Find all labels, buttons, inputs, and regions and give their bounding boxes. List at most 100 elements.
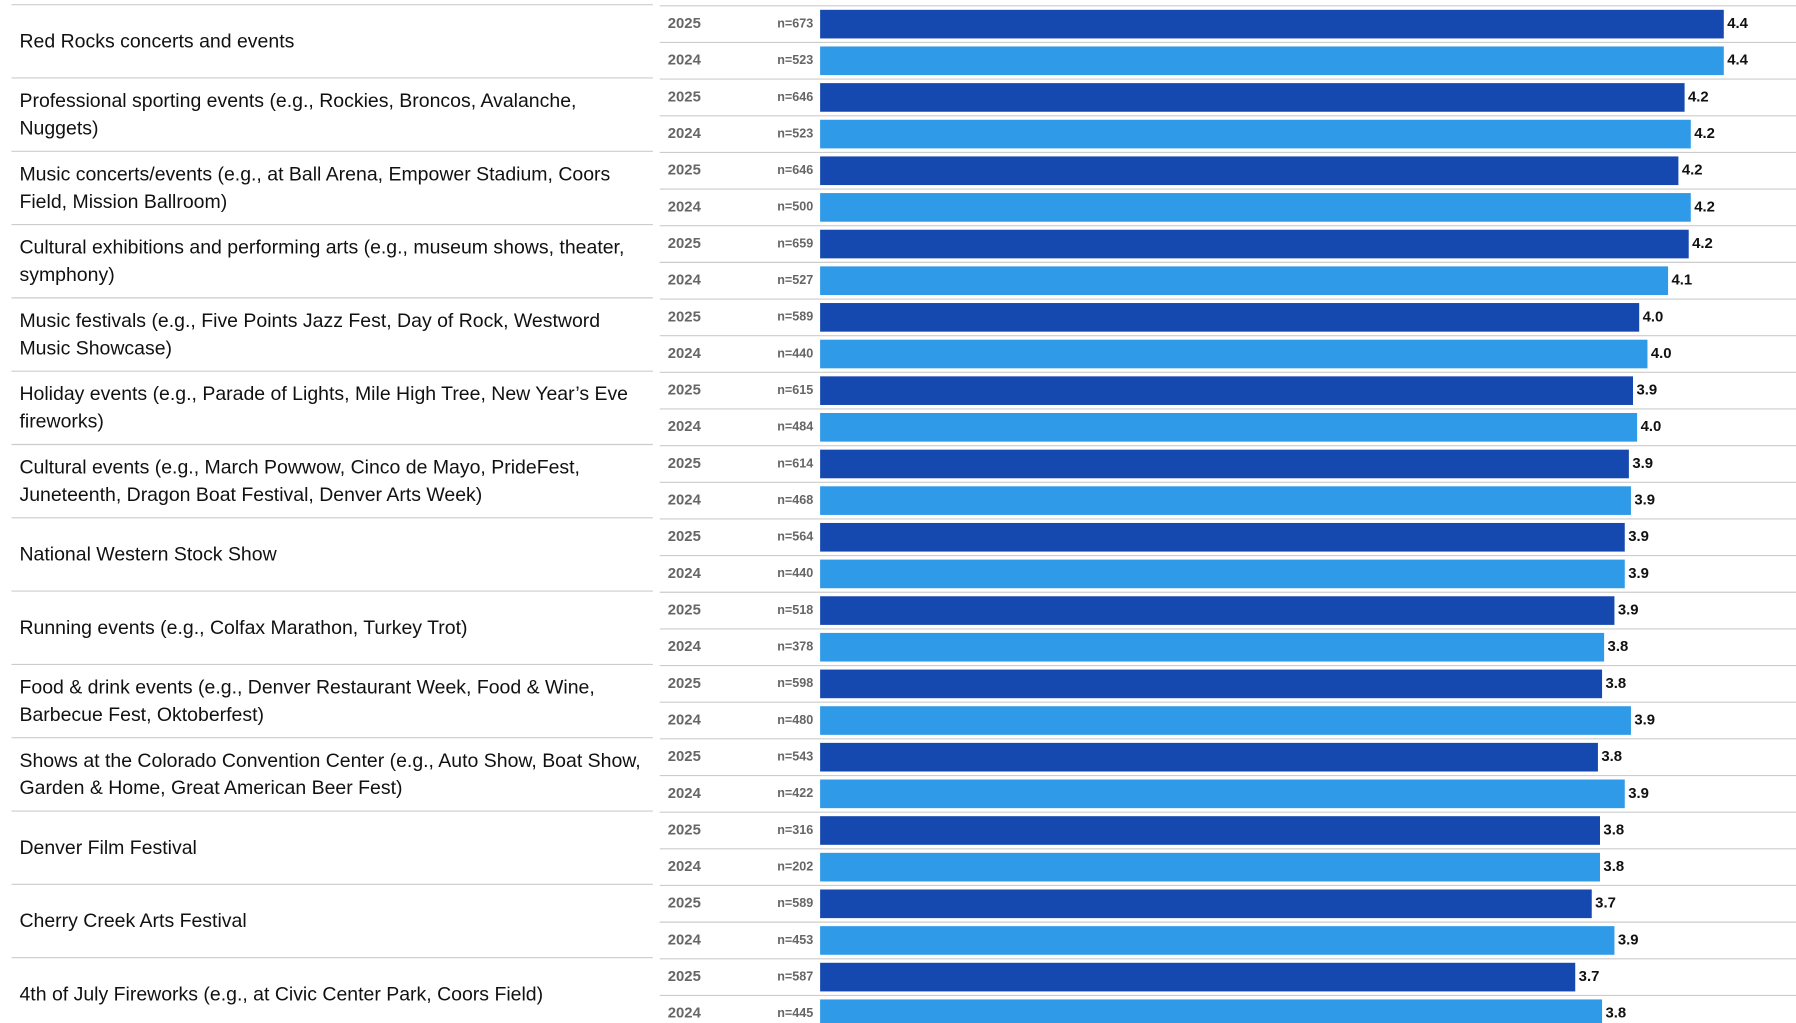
year-label: 2025 bbox=[668, 16, 701, 32]
n-label: n=589 bbox=[777, 310, 813, 324]
bar bbox=[820, 559, 1625, 589]
value-label: 3.9 bbox=[1628, 529, 1649, 545]
value-label: 4.4 bbox=[1727, 53, 1748, 69]
bar bbox=[820, 193, 1691, 222]
year-label: 2024 bbox=[668, 53, 702, 69]
bar bbox=[820, 522, 1625, 552]
category-label: Denver Film Festival bbox=[19, 837, 196, 859]
n-label: n=523 bbox=[777, 126, 813, 140]
bar bbox=[820, 889, 1592, 919]
year-label: 2024 bbox=[668, 859, 702, 875]
n-label: n=587 bbox=[777, 969, 813, 983]
bar bbox=[820, 449, 1629, 479]
bar bbox=[820, 339, 1648, 369]
value-label: 3.8 bbox=[1605, 1006, 1626, 1022]
n-label: n=500 bbox=[777, 200, 813, 214]
bar bbox=[820, 706, 1631, 735]
value-label: 3.7 bbox=[1579, 969, 1600, 985]
n-label: n=316 bbox=[777, 823, 813, 837]
value-label: 3.8 bbox=[1603, 822, 1624, 838]
n-label: n=646 bbox=[777, 90, 813, 104]
year-label: 2024 bbox=[668, 273, 702, 289]
value-label: 4.4 bbox=[1727, 16, 1748, 32]
value-label: 4.0 bbox=[1643, 309, 1664, 325]
value-label: 3.9 bbox=[1632, 456, 1653, 472]
value-label: 4.0 bbox=[1641, 419, 1662, 435]
n-label: n=453 bbox=[777, 933, 813, 947]
value-label: 3.8 bbox=[1601, 749, 1622, 765]
year-label: 2025 bbox=[668, 163, 701, 179]
n-label: n=673 bbox=[777, 16, 813, 30]
bar bbox=[820, 156, 1679, 186]
year-label: 2024 bbox=[668, 126, 702, 142]
category-label: Holiday events (e.g., Parade of Lights, … bbox=[19, 383, 628, 432]
bar bbox=[820, 596, 1615, 625]
bar bbox=[820, 9, 1724, 39]
category-label: Running events (e.g., Colfax Marathon, T… bbox=[19, 617, 467, 639]
year-label: 2024 bbox=[668, 932, 702, 948]
category-label: Music festivals (e.g., Five Points Jazz … bbox=[19, 310, 600, 359]
bar bbox=[820, 999, 1603, 1023]
n-label: n=614 bbox=[777, 456, 813, 470]
year-label: 2024 bbox=[668, 786, 702, 802]
n-label: n=598 bbox=[777, 676, 813, 690]
bar bbox=[820, 46, 1724, 76]
year-label: 2024 bbox=[668, 493, 702, 509]
year-label: 2025 bbox=[668, 309, 701, 325]
year-label: 2025 bbox=[668, 456, 701, 472]
n-label: n=378 bbox=[777, 640, 813, 654]
category-label: Cherry Creek Arts Festival bbox=[19, 910, 246, 932]
value-label: 3.8 bbox=[1605, 676, 1626, 692]
bar bbox=[820, 303, 1640, 332]
n-label: n=440 bbox=[777, 566, 813, 580]
value-label: 3.9 bbox=[1618, 932, 1639, 948]
category-label: Music concerts/events (e.g., at Ball Are… bbox=[19, 163, 610, 212]
year-label: 2025 bbox=[668, 603, 701, 619]
category-label: Professional sporting events (e.g., Rock… bbox=[19, 90, 576, 139]
value-label: 4.2 bbox=[1694, 126, 1715, 142]
bar bbox=[820, 962, 1576, 992]
year-label: 2025 bbox=[668, 383, 701, 399]
category-label: National Western Stock Show bbox=[19, 544, 277, 566]
value-label: 3.9 bbox=[1628, 786, 1649, 802]
year-label: 2025 bbox=[668, 89, 701, 105]
bar bbox=[820, 83, 1685, 112]
year-label: 2024 bbox=[668, 419, 702, 435]
n-label: n=445 bbox=[777, 1006, 813, 1020]
year-label: 2024 bbox=[668, 199, 702, 215]
year-label: 2025 bbox=[668, 896, 701, 912]
n-label: n=615 bbox=[777, 383, 813, 397]
value-label: 3.8 bbox=[1603, 859, 1624, 875]
value-label: 3.9 bbox=[1628, 566, 1649, 582]
value-label: 3.9 bbox=[1634, 712, 1655, 728]
n-label: n=468 bbox=[777, 493, 813, 507]
year-label: 2025 bbox=[668, 969, 701, 985]
value-label: 4.2 bbox=[1688, 89, 1709, 105]
n-label: n=202 bbox=[777, 859, 813, 873]
bar bbox=[820, 779, 1625, 809]
n-label: n=543 bbox=[777, 750, 813, 764]
bar bbox=[820, 669, 1603, 699]
n-label: n=518 bbox=[777, 603, 813, 617]
year-label: 2024 bbox=[668, 712, 702, 728]
bar bbox=[820, 816, 1600, 845]
bar bbox=[820, 412, 1638, 442]
bar bbox=[820, 632, 1605, 662]
year-label: 2024 bbox=[668, 566, 702, 582]
n-label: n=523 bbox=[777, 53, 813, 67]
year-label: 2024 bbox=[668, 639, 702, 655]
year-label: 2025 bbox=[668, 749, 701, 765]
n-label: n=422 bbox=[777, 786, 813, 800]
category-label: Red Rocks concerts and events bbox=[19, 31, 294, 53]
value-label: 3.9 bbox=[1636, 383, 1657, 399]
year-label: 2025 bbox=[668, 822, 701, 838]
bar bbox=[820, 926, 1615, 955]
bar bbox=[820, 229, 1689, 259]
category-label: Cultural events (e.g., March Powwow, Cin… bbox=[19, 457, 580, 506]
year-label: 2025 bbox=[668, 676, 701, 692]
bar bbox=[820, 852, 1600, 882]
bar bbox=[820, 742, 1598, 772]
value-label: 3.7 bbox=[1595, 896, 1616, 912]
value-label: 3.9 bbox=[1618, 603, 1639, 619]
